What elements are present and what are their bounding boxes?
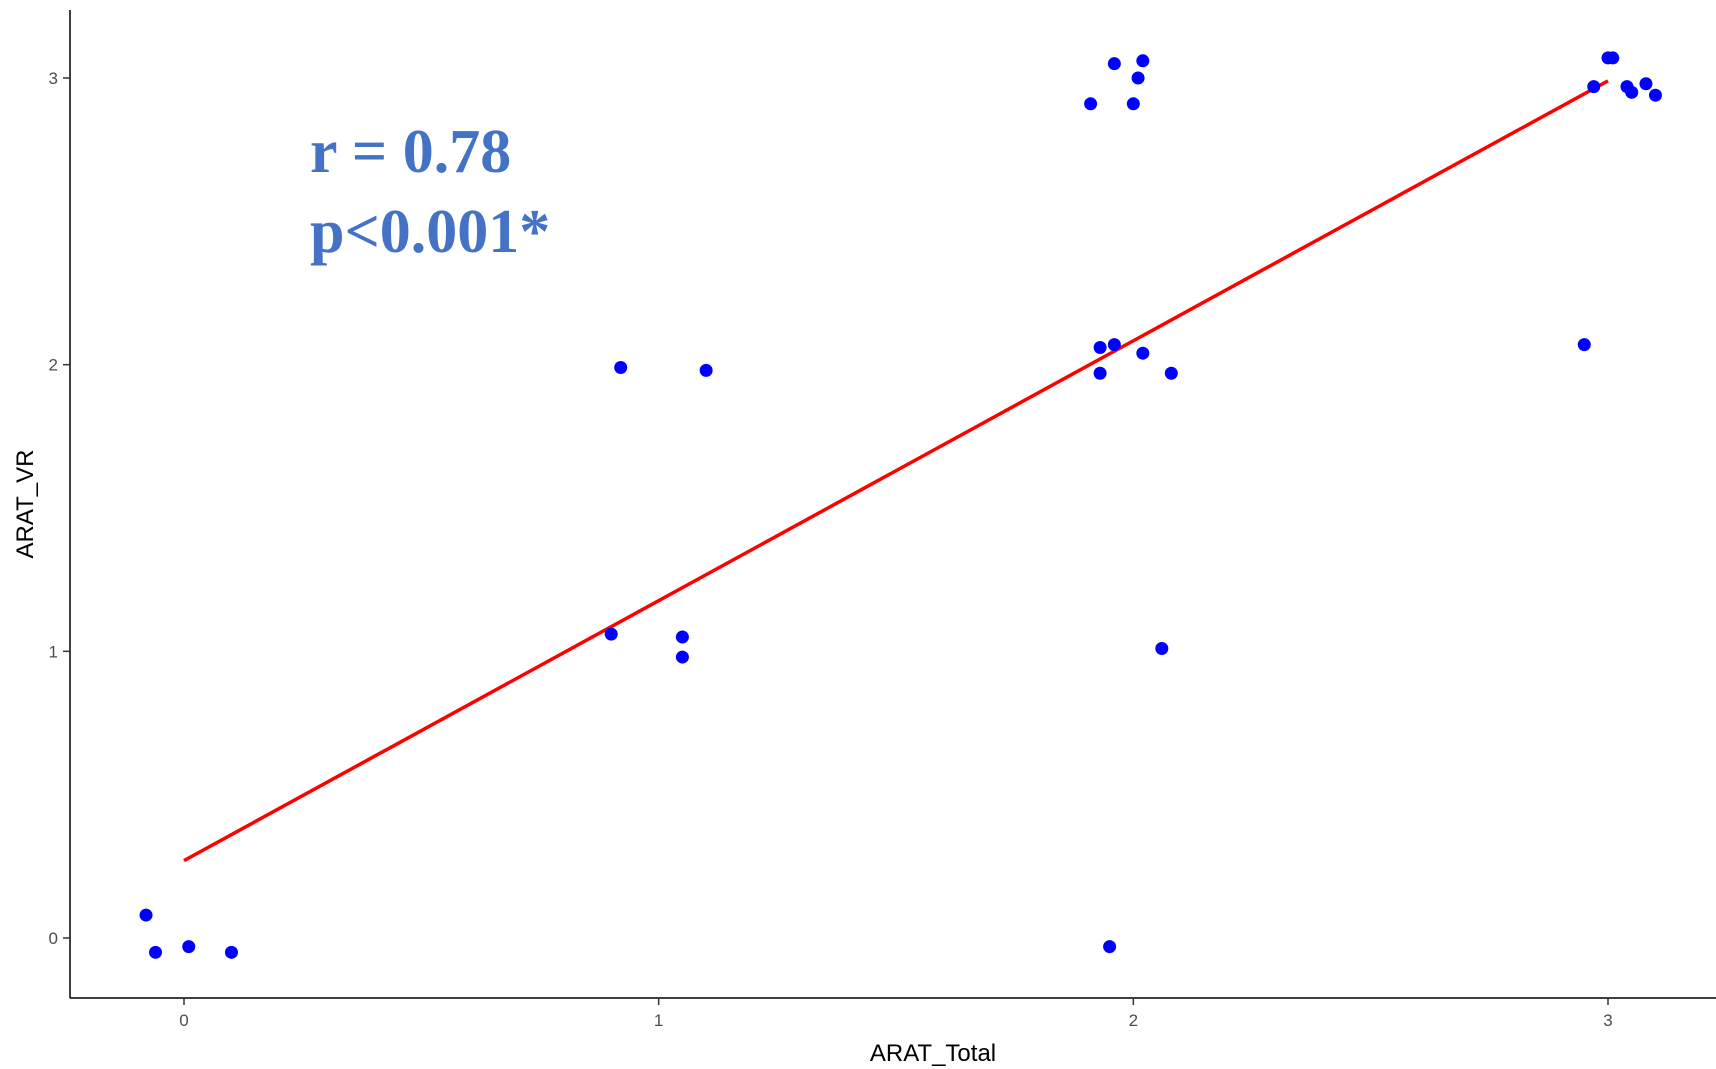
x-tick-label: 0 <box>179 1011 188 1030</box>
data-point <box>675 650 689 664</box>
data-point <box>1126 97 1140 111</box>
axes: 0 1 2 3 0 1 2 3 <box>49 10 1716 1030</box>
p-value-annotation: p<0.001* <box>310 198 550 266</box>
x-tick-label: 2 <box>1129 1011 1138 1030</box>
y-tick-label: 0 <box>49 929 58 948</box>
data-point <box>1639 77 1653 91</box>
x-axis-ticks: 0 1 2 3 <box>179 998 1613 1030</box>
y-tick-label: 1 <box>49 642 58 661</box>
data-point <box>604 627 618 641</box>
data-point <box>1084 97 1098 111</box>
y-tick-label: 3 <box>49 69 58 88</box>
regression-line-group <box>183 79 1609 863</box>
data-point <box>149 945 163 959</box>
data-point <box>1107 57 1121 71</box>
y-tick-label: 2 <box>49 356 58 375</box>
data-point <box>224 945 238 959</box>
data-point <box>699 363 713 377</box>
data-point <box>1625 85 1639 99</box>
data-point <box>139 908 153 922</box>
data-point <box>1155 641 1169 655</box>
data-point <box>1577 338 1591 352</box>
data-point <box>1587 80 1601 94</box>
data-point <box>1107 338 1121 352</box>
data-point <box>1606 51 1620 65</box>
data-point <box>182 940 196 954</box>
x-tick-label: 1 <box>654 1011 663 1030</box>
regression-line <box>183 79 1609 863</box>
correlation-annotation: r = 0.78 <box>310 118 511 186</box>
data-point <box>1164 366 1178 380</box>
data-point <box>1093 340 1107 354</box>
data-point <box>1131 71 1145 85</box>
data-point <box>1136 346 1150 360</box>
y-axis-ticks: 0 1 2 3 <box>49 69 70 948</box>
x-tick-label: 3 <box>1603 1011 1612 1030</box>
data-point <box>1648 88 1662 102</box>
y-axis-title: ARAT_VR <box>12 450 39 559</box>
data-points <box>139 51 1662 959</box>
data-point <box>614 361 628 375</box>
data-point <box>675 630 689 644</box>
data-point <box>1093 366 1107 380</box>
x-axis-title: ARAT_Total <box>870 1040 996 1067</box>
data-point <box>1136 54 1150 68</box>
data-point <box>1103 940 1117 954</box>
